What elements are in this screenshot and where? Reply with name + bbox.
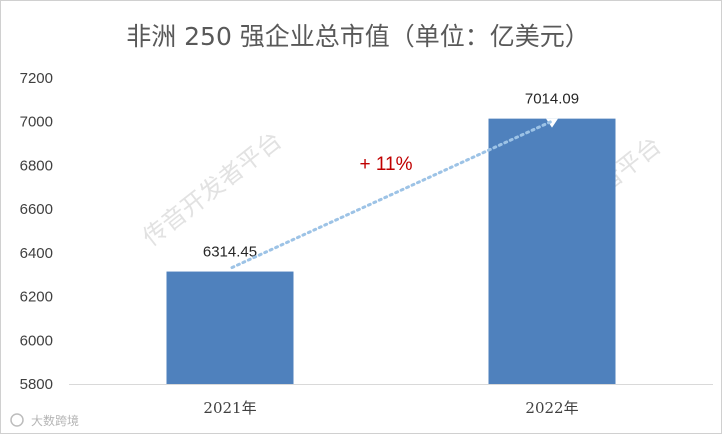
trend-line [230,120,553,270]
bar [488,118,616,384]
trend-arrowhead [546,118,558,128]
y-tick-label: 6800 [20,157,53,174]
y-tick-label: 6000 [20,332,53,349]
bars: 6314.45 2021年 7014.09 2022年 [166,91,616,417]
x-category-label: 2022年 [525,399,578,417]
y-tick-label: 6600 [20,201,53,218]
y-tick-label: 7200 [20,70,53,87]
y-tick-label: 6400 [20,245,53,262]
y-tick-label: 7000 [20,114,53,131]
bar-value-label: 6314.45 [203,244,257,261]
y-tick-label: 6200 [20,289,53,306]
watermark: 传音开发者平台 [137,126,287,251]
logo-icon [10,413,24,427]
brand-logo: 大数跨境 [10,413,79,428]
bar-value-label: 7014.09 [525,91,579,108]
chart-title: 非洲 250 强企业总市值（单位：亿美元） [126,22,590,51]
x-category-label: 2021年 [203,399,256,417]
logo-text: 大数跨境 [31,413,79,428]
growth-annotation: + 11% [360,154,413,175]
y-tick-label: 5800 [20,376,53,393]
y-axis: 5800 6000 6200 6400 6600 6800 7000 7200 [20,70,53,393]
bar [166,271,294,384]
